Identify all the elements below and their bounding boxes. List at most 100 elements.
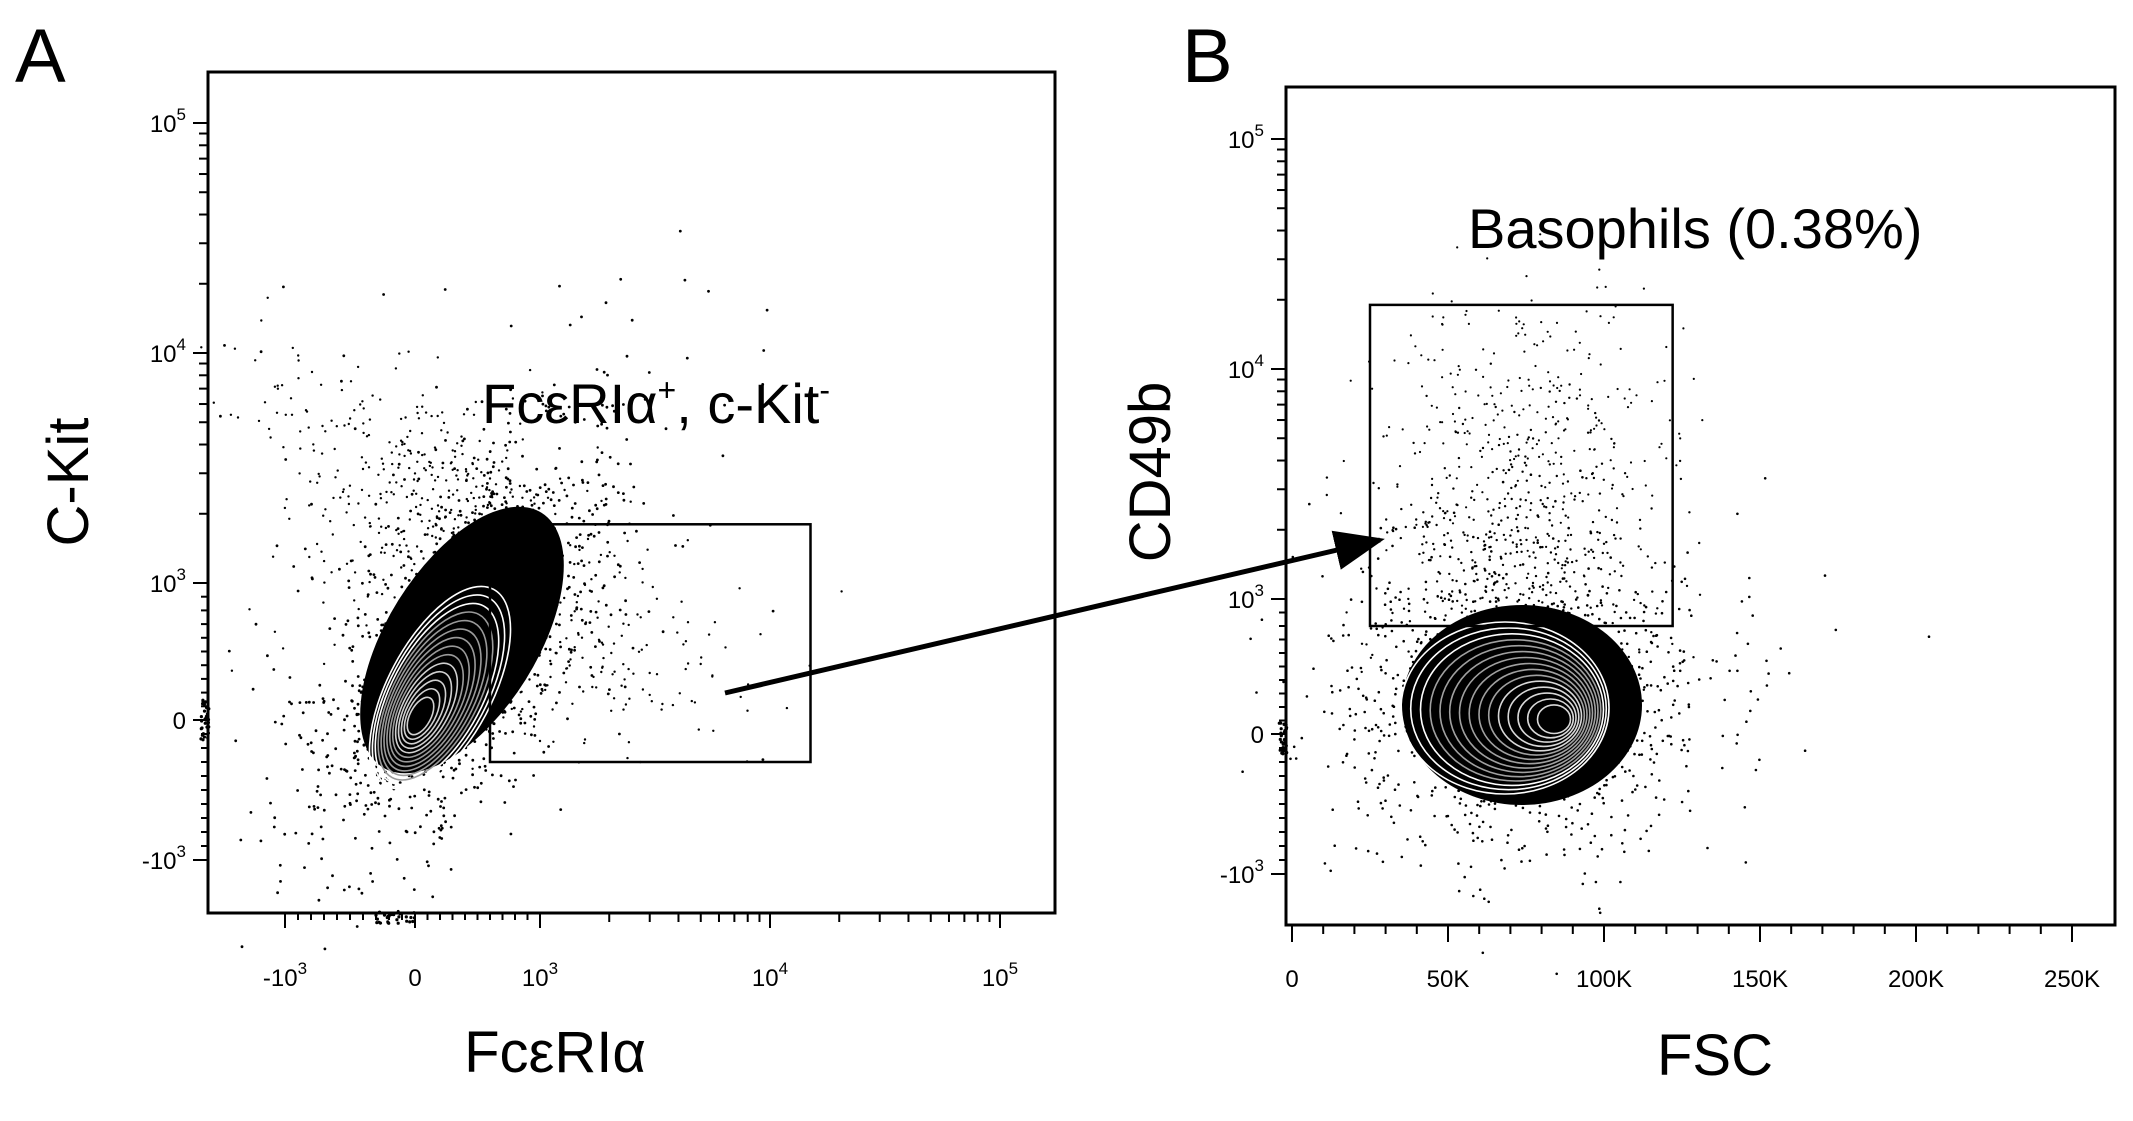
panel-a-event [505,456,508,460]
panel-a-contour [403,688,441,740]
panel-a-event [460,444,463,447]
panel-a-event [520,532,523,536]
panel-b-event [1613,442,1616,445]
panel-a-event [376,618,380,621]
panel-a-event [642,502,646,505]
panel-b-event [1494,713,1497,716]
panel-b-event [1471,490,1474,493]
panel-b-event [1643,731,1646,735]
panel-b-event [1536,666,1539,669]
panel-a-event [551,708,554,711]
panel-b-event [1501,409,1504,412]
panel-b-event [1642,610,1646,614]
panel-a-event [470,491,473,495]
panel-a-event [661,630,665,634]
panel-a-event [540,537,543,541]
panel-a-event [374,801,377,805]
panel-a-event [559,640,562,644]
panel-a-event [581,478,584,482]
panel-a-event [357,607,360,611]
panel-b-event [1457,558,1460,561]
panel-a-event [306,742,310,746]
panel-a-event [451,546,454,550]
panel-b-event [1458,368,1461,371]
panel-b-event [1515,506,1518,510]
panel-a-event [502,716,505,719]
panel-b-event [1518,414,1521,417]
panel-a-event [510,608,513,611]
panel-b-event [1390,619,1393,622]
panel-b-event [1425,541,1428,544]
panel-a-event [299,736,303,740]
panel-b-event [1441,599,1445,603]
panel-b-event [1546,646,1550,649]
panel-b-event [1415,523,1418,526]
panel-b-event [1610,815,1613,819]
panel-a-event [494,638,498,642]
panel-a-event [477,638,481,641]
panel-a-event [660,708,663,711]
panel-a-event [505,688,509,691]
panel-b-event [1498,437,1501,441]
panel-b-event [1329,869,1332,873]
panel-a-event [512,628,516,632]
panel-a-event [641,688,645,691]
panel-a-event [686,662,690,665]
panel-a-event [400,566,403,569]
panel-a-event [588,621,592,624]
panel-b-event [1360,670,1363,674]
panel-a-event [388,804,391,808]
panel-b-event [1621,493,1624,496]
panel-b-event [1485,639,1489,642]
panel-b-event [1525,479,1529,482]
panel-a-event [396,622,400,626]
panel-b-event [1452,511,1456,515]
panel-b-event [1611,621,1614,625]
panel-b-event [1464,607,1468,610]
panel-a-event [423,467,426,470]
panel-b-event [1744,861,1748,864]
panel-b-event [1422,597,1426,601]
panel-b-event [1588,589,1591,593]
panel-b-event [1597,639,1600,642]
panel-a-event [419,503,422,507]
panel-b-event [1361,570,1365,574]
panel-b-event [1611,723,1614,726]
panel-a-event [484,718,487,722]
panel-b-event [1525,441,1528,444]
panel-a-event [480,610,484,613]
panel-b-event [1395,645,1398,649]
panel-b-event [1548,620,1552,623]
panel-b-event [1529,428,1533,432]
panel-a-event [485,487,488,491]
panel-b-event [1803,749,1807,752]
panel-a-event [369,572,372,576]
panel-b-event [1471,618,1474,621]
panel-a-event [509,518,513,522]
panel-a-event [314,729,318,733]
panel-a-event [396,516,400,520]
panel-a-event [521,438,524,441]
panel-a-event [464,788,468,791]
panel-b-contour [1526,698,1575,739]
panel-a-event [419,615,423,618]
panel-a-event [400,485,403,488]
panel-a-event [453,455,457,458]
panel-a-event [512,576,516,580]
panel-a-event [432,551,435,554]
panel-a-event [531,536,534,539]
panel-b-event [1537,820,1541,823]
panel-b-event [1598,787,1601,791]
panel-b-event [1554,499,1557,503]
panel-a-event [321,424,324,428]
panel-a-x-axis: -103 0 103 104 105 [263,913,1018,992]
panel-a-event [510,588,513,592]
panel-b-event [1494,795,1498,798]
panel-a-event [416,411,419,415]
panel-b-event [1612,603,1615,606]
panel-b-event [1609,720,1612,724]
panel-b-event [1528,587,1531,590]
panel-b-event [1688,809,1692,813]
panel-a-event [555,543,559,547]
panel-a-event [542,545,545,548]
